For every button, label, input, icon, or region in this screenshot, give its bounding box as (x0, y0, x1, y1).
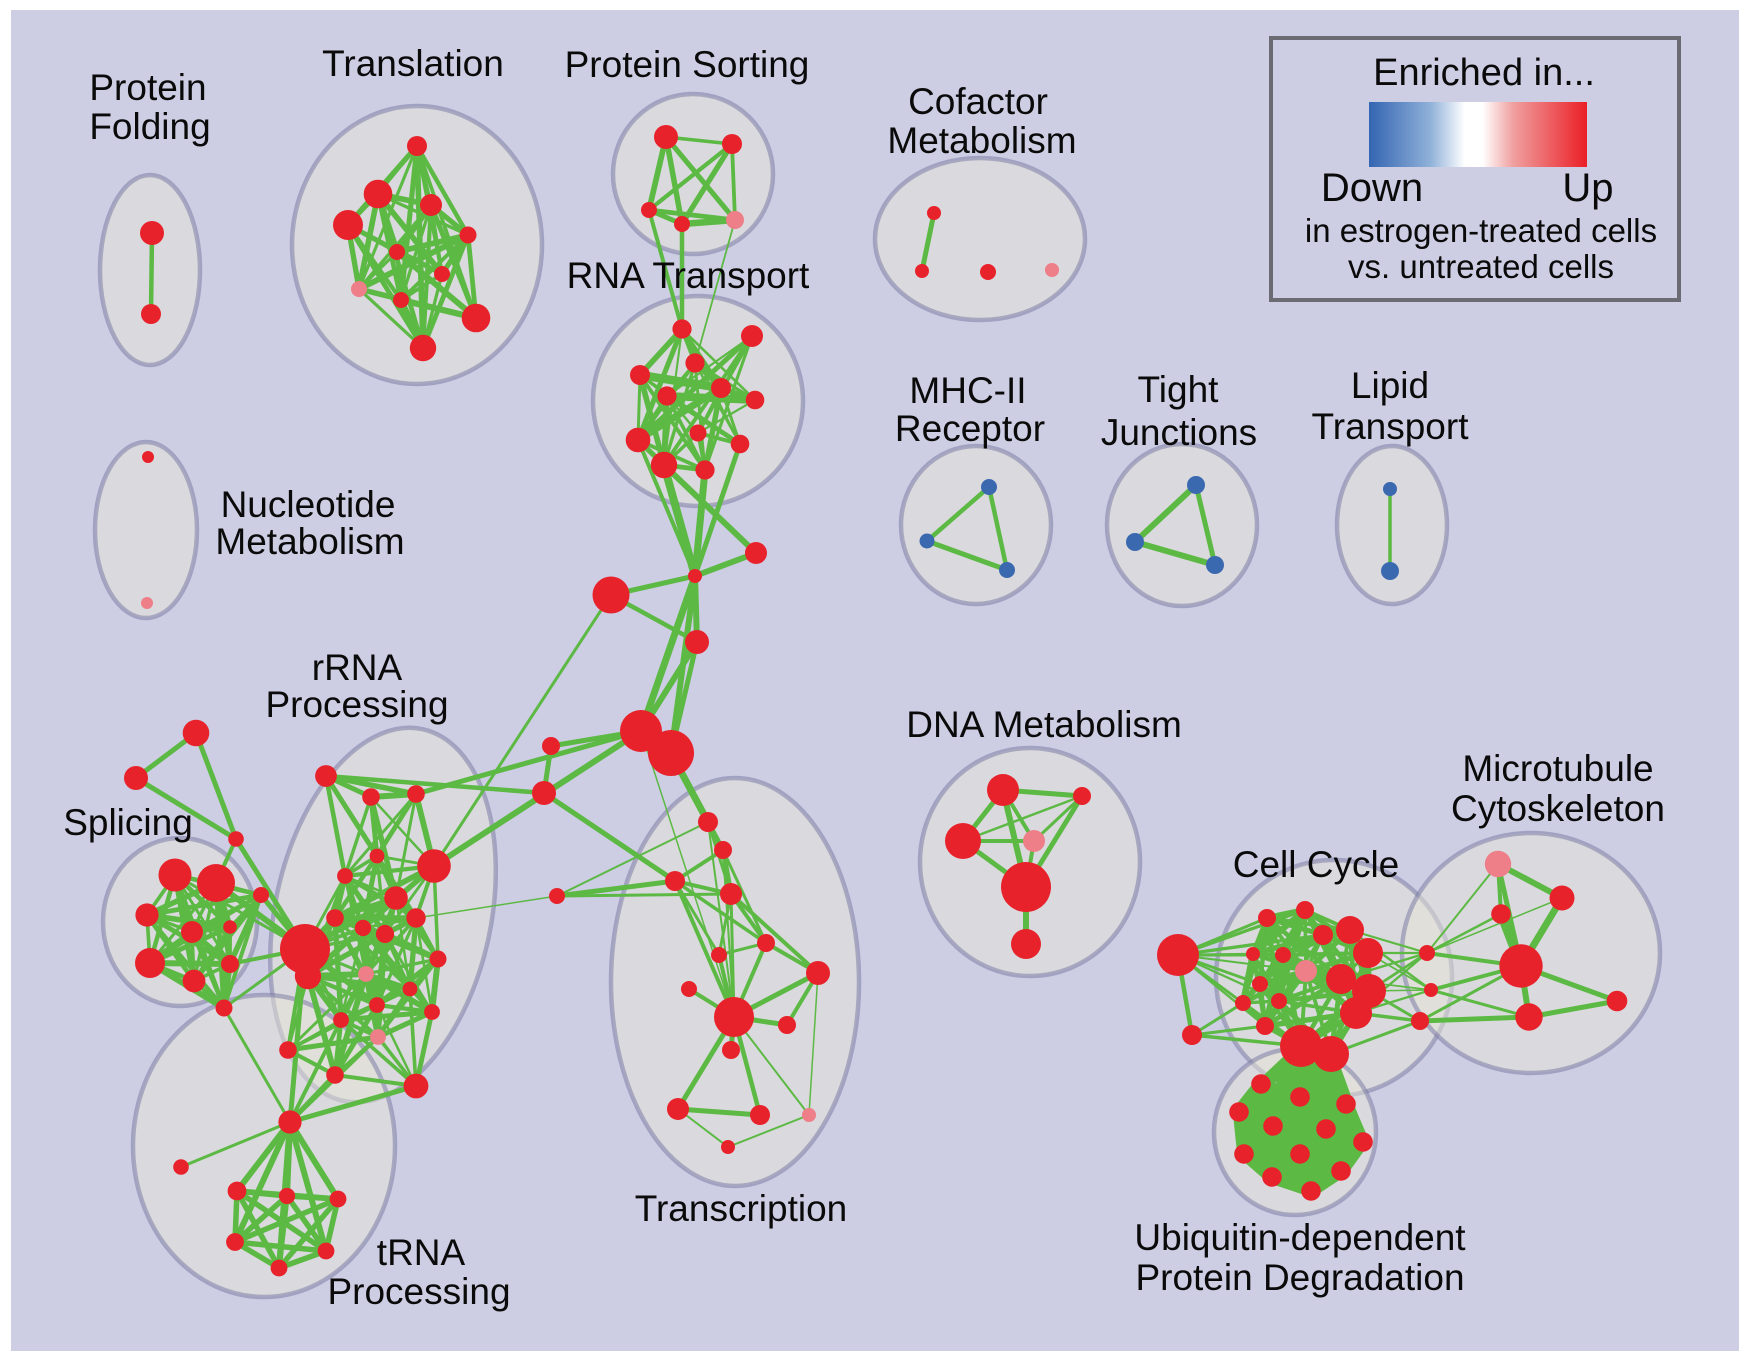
svg-text:DNA Metabolism: DNA Metabolism (906, 704, 1182, 745)
svg-text:Lipid: Lipid (1351, 365, 1429, 406)
svg-text:Folding: Folding (89, 106, 210, 147)
svg-text:Translation: Translation (322, 43, 504, 84)
svg-text:Transcription: Transcription (635, 1188, 847, 1229)
svg-text:Receptor: Receptor (895, 408, 1045, 449)
svg-text:Protein: Protein (89, 67, 206, 108)
svg-text:Protein Degradation: Protein Degradation (1135, 1257, 1464, 1298)
svg-text:Transport: Transport (1312, 406, 1470, 447)
svg-text:tRNA: tRNA (377, 1232, 466, 1273)
svg-text:Junctions: Junctions (1101, 412, 1257, 453)
svg-text:Cofactor: Cofactor (908, 81, 1048, 122)
svg-text:Cell Cycle: Cell Cycle (1233, 844, 1400, 885)
svg-text:in estrogen-treated cells: in estrogen-treated cells (1305, 212, 1657, 249)
svg-text:Protein Sorting: Protein Sorting (565, 44, 810, 85)
svg-text:Processing: Processing (265, 684, 448, 725)
svg-text:Tight: Tight (1138, 369, 1220, 410)
svg-text:MHC-II: MHC-II (909, 370, 1026, 411)
svg-text:Down: Down (1321, 166, 1423, 210)
svg-text:Microtubule: Microtubule (1462, 748, 1653, 789)
svg-text:Nucleotide: Nucleotide (221, 484, 396, 525)
svg-text:rRNA: rRNA (312, 647, 403, 688)
svg-text:Processing: Processing (327, 1271, 510, 1312)
svg-text:Up: Up (1562, 166, 1613, 210)
svg-text:Cytoskeleton: Cytoskeleton (1451, 788, 1665, 829)
svg-text:Ubiquitin-dependent: Ubiquitin-dependent (1134, 1217, 1466, 1258)
svg-text:Enriched in...: Enriched in... (1373, 52, 1595, 94)
svg-text:Splicing: Splicing (63, 802, 193, 843)
svg-text:vs. untreated cells: vs. untreated cells (1348, 248, 1614, 285)
svg-text:Metabolism: Metabolism (215, 521, 404, 562)
svg-text:RNA Transport: RNA Transport (567, 255, 810, 296)
svg-text:Metabolism: Metabolism (887, 120, 1076, 161)
